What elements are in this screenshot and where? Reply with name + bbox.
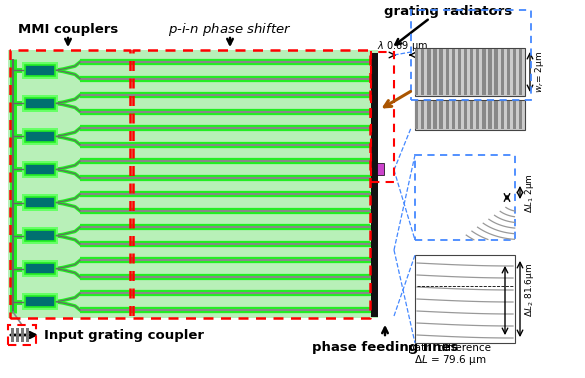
Bar <box>476 101 480 129</box>
Bar <box>22 293 58 310</box>
Bar <box>25 197 55 208</box>
Bar <box>415 100 525 130</box>
Bar <box>482 101 486 129</box>
Text: $p$-$i$-$n$ phase shifter: $p$-$i$-$n$ phase shifter <box>168 22 292 39</box>
Text: grating radiators: grating radiators <box>384 6 512 19</box>
Bar <box>421 49 425 95</box>
Bar <box>458 49 461 95</box>
Bar <box>519 101 522 129</box>
Bar <box>415 255 515 343</box>
Bar <box>22 194 58 211</box>
Bar <box>501 101 504 129</box>
Bar <box>452 101 455 129</box>
Bar <box>21 328 24 342</box>
Bar <box>25 230 55 241</box>
Bar <box>452 49 455 95</box>
Bar <box>415 101 418 129</box>
Text: phase feeding lines: phase feeding lines <box>312 341 458 355</box>
Bar <box>25 164 55 175</box>
Bar <box>513 101 516 129</box>
Bar <box>25 131 55 142</box>
Bar <box>377 163 384 175</box>
Text: $\Delta L_1$ 2μm: $\Delta L_1$ 2μm <box>523 173 536 213</box>
Bar <box>439 49 443 95</box>
Bar <box>415 155 515 240</box>
Bar <box>421 101 425 129</box>
Bar <box>507 101 510 129</box>
Bar <box>494 101 498 129</box>
Bar <box>482 49 486 95</box>
Bar <box>25 65 55 76</box>
Text: $\Delta L$ = 79.6 μm: $\Delta L$ = 79.6 μm <box>414 353 486 367</box>
Bar <box>26 328 29 342</box>
Text: $\lambda$ 0.69 μm: $\lambda$ 0.69 μm <box>377 39 428 53</box>
Bar <box>446 101 449 129</box>
Bar <box>427 101 431 129</box>
Bar <box>501 49 504 95</box>
Bar <box>371 53 378 317</box>
Bar <box>494 49 498 95</box>
Bar <box>371 52 394 182</box>
Bar <box>415 49 418 95</box>
Text: Input grating coupler: Input grating coupler <box>44 328 204 341</box>
Bar <box>464 101 467 129</box>
Bar <box>133 50 370 318</box>
Bar <box>488 101 492 129</box>
Text: $w_r$= 2μm: $w_r$= 2μm <box>533 51 546 93</box>
Bar <box>8 325 36 345</box>
Text: path  difference: path difference <box>408 343 491 353</box>
Bar <box>16 328 19 342</box>
Bar <box>22 161 58 178</box>
Bar <box>446 49 449 95</box>
Bar <box>433 101 436 129</box>
Bar <box>488 49 492 95</box>
Bar <box>8 50 378 318</box>
Bar <box>464 49 467 95</box>
Bar <box>439 101 443 129</box>
Bar <box>22 62 58 79</box>
Bar <box>22 95 58 112</box>
Bar <box>513 49 516 95</box>
Bar <box>25 98 55 109</box>
Bar <box>411 10 531 100</box>
Text: MMI couplers: MMI couplers <box>18 23 118 37</box>
Bar <box>22 128 58 145</box>
Bar <box>433 49 436 95</box>
Bar <box>458 101 461 129</box>
Text: $\Delta L_2$ 81.6μm: $\Delta L_2$ 81.6μm <box>523 263 536 317</box>
Bar <box>476 49 480 95</box>
Bar <box>519 49 522 95</box>
Bar <box>470 49 473 95</box>
Bar <box>22 227 58 244</box>
Bar <box>427 49 431 95</box>
Bar <box>415 48 525 96</box>
Bar <box>11 328 14 342</box>
Bar <box>470 101 473 129</box>
Bar <box>25 263 55 274</box>
Bar <box>22 260 58 277</box>
Bar <box>10 50 130 318</box>
Bar <box>507 49 510 95</box>
Bar <box>25 296 55 307</box>
